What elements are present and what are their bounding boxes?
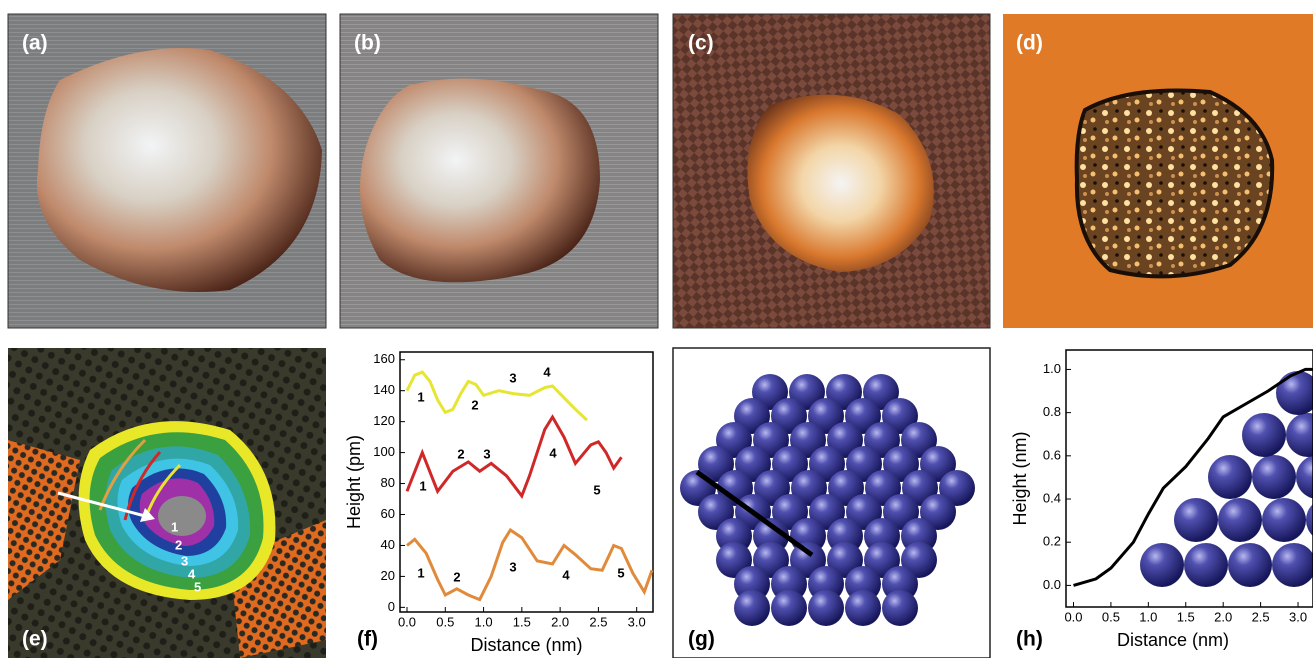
y-tick-label: 1.0 — [1043, 361, 1061, 376]
x-tick-label: 3.0 — [628, 614, 646, 629]
x-tick-label: 3.0 — [1289, 609, 1307, 624]
panel-label: (c) — [688, 32, 714, 55]
annotation: 5 — [617, 565, 624, 580]
annotation: 5 — [194, 579, 201, 594]
y-tick-label: 100 — [373, 444, 395, 459]
y-tick-label: 60 — [381, 506, 395, 521]
atom — [1208, 455, 1252, 499]
annotation: 1 — [417, 565, 424, 580]
annotation: 4 — [543, 364, 551, 379]
atom — [771, 590, 807, 626]
y-tick-label: 0.0 — [1043, 577, 1061, 592]
y-tick-label: 20 — [381, 568, 395, 583]
y-tick-label: 0.2 — [1043, 534, 1061, 549]
atom — [1184, 543, 1228, 587]
atom — [1174, 498, 1218, 542]
y-tick-label: 0 — [388, 599, 395, 614]
y-axis-label: Height (nm) — [1010, 431, 1030, 525]
annotation: 1 — [419, 478, 426, 493]
annotation: 5 — [593, 482, 600, 497]
atom — [1252, 455, 1296, 499]
y-tick-label: 40 — [381, 537, 395, 552]
y-tick-label: 0.4 — [1043, 490, 1061, 505]
x-axis-label: Distance (nm) — [1117, 630, 1229, 650]
x-tick-label: 0.0 — [1064, 609, 1082, 624]
atom — [882, 590, 918, 626]
y-tick-label: 120 — [373, 413, 395, 428]
annotation: 4 — [562, 567, 570, 582]
x-tick-label: 1.5 — [1177, 609, 1195, 624]
series-line — [407, 530, 652, 600]
nanoparticle — [1077, 90, 1273, 276]
atom — [1140, 543, 1184, 587]
panel-label: (h) — [1016, 628, 1043, 651]
panel-label: (e) — [22, 628, 48, 651]
x-tick-label: 1.0 — [475, 614, 493, 629]
panel-label: (d) — [1016, 32, 1043, 55]
panel-label: (b) — [354, 32, 381, 55]
annotation: 2 — [453, 569, 460, 584]
x-axis-label: Distance (nm) — [470, 635, 582, 655]
figure: (a) (b) (c) (d) (e) (f) (g) (h) 1 2 3 4 5 0.0 0.5 1.0 1.… — [0, 0, 1313, 658]
series-line — [407, 372, 587, 420]
x-tick-label: 2.5 — [589, 614, 607, 629]
x-tick-label: 2.0 — [1214, 609, 1232, 624]
annotation: 2 — [175, 537, 182, 552]
panel-label: (f) — [357, 628, 378, 651]
atom — [1296, 455, 1313, 499]
x-tick-label: 0.0 — [398, 614, 416, 629]
atom — [1306, 498, 1313, 542]
top-terrace — [158, 496, 206, 536]
atom — [1286, 413, 1313, 457]
panel-label: (g) — [688, 628, 715, 651]
y-axis-label: Height (pm) — [344, 435, 364, 529]
atom — [1228, 543, 1272, 587]
annotation: 3 — [509, 559, 516, 574]
annotation: 1 — [417, 389, 424, 404]
annotation: 1 — [171, 519, 178, 534]
x-tick-label: 2.5 — [1252, 609, 1270, 624]
atom — [1272, 543, 1313, 587]
x-tick-label: 1.0 — [1139, 609, 1157, 624]
y-tick-label: 0.6 — [1043, 447, 1061, 462]
x-tick-label: 0.5 — [436, 614, 454, 629]
atom — [734, 590, 770, 626]
annotation: 4 — [549, 445, 557, 460]
panel-label: (a) — [22, 32, 48, 55]
atom — [1218, 498, 1262, 542]
annotation: 2 — [457, 446, 464, 461]
y-tick-label: 0.8 — [1043, 404, 1061, 419]
atom — [1276, 371, 1313, 415]
x-tick-label: 1.5 — [513, 614, 531, 629]
y-tick-label: 80 — [381, 475, 395, 490]
x-tick-label: 2.0 — [551, 614, 569, 629]
annotation: 3 — [509, 370, 516, 385]
atom — [1242, 413, 1286, 457]
series-line — [407, 417, 621, 496]
nanoparticle — [360, 79, 600, 283]
y-tick-label: 140 — [373, 382, 395, 397]
x-tick-label: 0.5 — [1102, 609, 1120, 624]
annotation: 2 — [471, 397, 478, 412]
atom — [845, 590, 881, 626]
atom — [1262, 498, 1306, 542]
annotation: 3 — [483, 446, 490, 461]
y-tick-label: 160 — [373, 351, 395, 366]
page: (a) (b) (c) (d) (e) (f) (g) (h) 1 2 3 4 5 0.0 0.5 1.0 1.… — [0, 0, 1313, 658]
atom — [808, 590, 844, 626]
atom-model — [1140, 371, 1313, 587]
